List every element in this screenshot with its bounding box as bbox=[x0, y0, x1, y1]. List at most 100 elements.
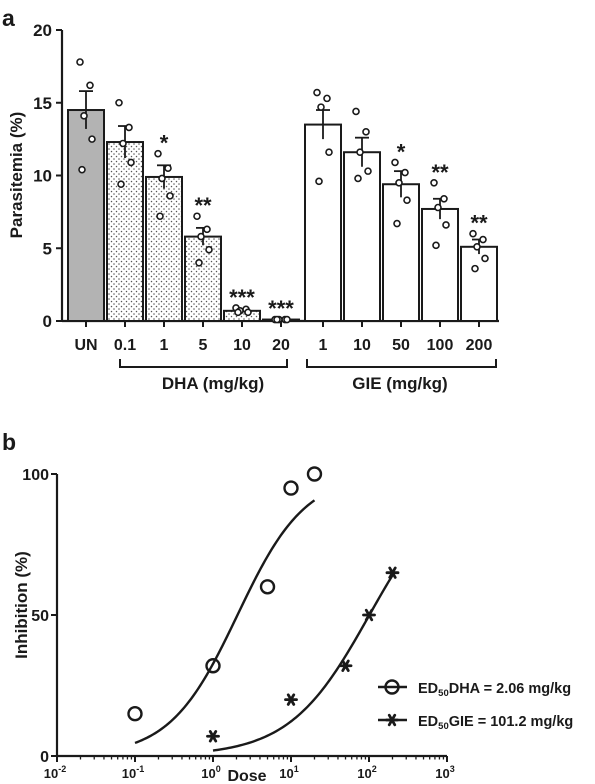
data-point bbox=[313, 88, 321, 97]
x-tick-label: 100 bbox=[201, 764, 220, 781]
gie-data-point bbox=[362, 608, 376, 622]
data-point bbox=[158, 174, 166, 183]
dha-fit-curve bbox=[134, 499, 316, 745]
x-tick-label: 1 bbox=[160, 337, 169, 354]
panel-a-ylabel: Parasitemia (%) bbox=[7, 112, 26, 239]
data-point bbox=[325, 148, 333, 157]
data-point bbox=[78, 165, 86, 174]
data-point bbox=[403, 196, 411, 205]
y-tick-label: 5 bbox=[43, 239, 52, 258]
data-point bbox=[440, 194, 448, 203]
data-point bbox=[156, 212, 164, 221]
dha-data-point bbox=[127, 706, 143, 722]
x-tick-label: 10 bbox=[353, 337, 371, 354]
significance-marker: *** bbox=[268, 296, 294, 321]
data-point bbox=[203, 225, 211, 234]
data-point bbox=[195, 258, 203, 267]
y-tick-label: 20 bbox=[33, 21, 52, 40]
data-point bbox=[434, 203, 442, 212]
data-point bbox=[479, 235, 487, 244]
data-point bbox=[80, 112, 88, 120]
panel-b-plot: 0 50 100 10-2 10-1 100 101 102 103 bbox=[22, 466, 455, 781]
x-tick-label: 10-2 bbox=[44, 764, 66, 781]
data-point bbox=[125, 123, 133, 132]
data-point bbox=[76, 58, 84, 66]
significance-marker: * bbox=[160, 131, 169, 156]
data-point bbox=[244, 308, 252, 317]
data-point bbox=[432, 241, 440, 250]
data-point bbox=[119, 139, 127, 148]
panel-b-ylabel: Inhibition (%) bbox=[12, 551, 31, 659]
x-tick-label: 200 bbox=[466, 337, 493, 354]
x-tick-label: UN bbox=[74, 337, 97, 354]
dha-data-point bbox=[283, 480, 299, 496]
legend-gie-asterisk bbox=[385, 713, 399, 727]
data-point bbox=[127, 158, 135, 167]
significance-marker: * bbox=[397, 139, 406, 164]
x-tick-label: 1 bbox=[319, 337, 328, 354]
significance-marker: ** bbox=[194, 193, 212, 218]
significance-marker: *** bbox=[229, 285, 255, 310]
gie-bracket bbox=[306, 359, 497, 368]
data-point bbox=[356, 148, 364, 157]
data-point bbox=[471, 264, 479, 273]
dha-data-point bbox=[306, 466, 323, 482]
bar bbox=[343, 151, 381, 322]
gie-group-label: GIE (mg/kg) bbox=[352, 374, 447, 393]
data-point bbox=[273, 315, 281, 324]
data-point bbox=[86, 81, 94, 90]
bar bbox=[106, 141, 144, 322]
panel-b-xlabel: Dose bbox=[227, 768, 266, 784]
data-point bbox=[473, 242, 481, 251]
data-point bbox=[481, 254, 489, 263]
bar bbox=[145, 175, 183, 322]
panel-a-letter: a bbox=[2, 5, 15, 31]
legend: ED50DHA = 2.06 mg/kg ED50GIE = 101.2 mg/… bbox=[378, 679, 573, 732]
data-point bbox=[401, 168, 409, 177]
x-tick-label: 0.1 bbox=[114, 337, 136, 354]
data-point bbox=[364, 167, 372, 175]
x-tick-label: 10-1 bbox=[122, 764, 144, 781]
gie-data-point bbox=[385, 566, 400, 579]
data-point bbox=[393, 219, 401, 228]
data-point bbox=[352, 107, 360, 116]
data-point bbox=[205, 245, 213, 254]
y-tick-label: 100 bbox=[22, 467, 49, 484]
bar bbox=[382, 183, 420, 322]
x-tick-label: 100 bbox=[427, 337, 454, 354]
dha-bracket bbox=[119, 359, 288, 368]
x-tick-label: 103 bbox=[435, 764, 454, 781]
bar bbox=[421, 207, 459, 322]
data-point bbox=[469, 229, 477, 238]
dha-group-label: DHA (mg/kg) bbox=[162, 374, 264, 393]
bar bbox=[460, 245, 498, 322]
legend-dha-text: ED50DHA = 2.06 mg/kg bbox=[418, 681, 571, 699]
bar bbox=[67, 109, 105, 323]
gie-data-point bbox=[338, 659, 353, 672]
y-tick-label: 0 bbox=[40, 749, 49, 766]
x-tick-label: 101 bbox=[279, 764, 298, 781]
dha-data-point bbox=[259, 579, 276, 595]
data-point bbox=[234, 308, 242, 317]
x-tick-label: 10 bbox=[233, 337, 251, 354]
x-tick-label: 50 bbox=[392, 337, 410, 354]
significance-marker: ** bbox=[431, 160, 449, 185]
legend-gie-marker bbox=[385, 713, 399, 727]
panel-a-plot: 0 5 10 15 20 UN 0.1 * 1 ** 5 *** 10 *** 20 1 10 * 50 ** 100 *… bbox=[33, 21, 499, 368]
data-point bbox=[442, 221, 450, 229]
data-point bbox=[193, 212, 201, 221]
y-tick-label: 15 bbox=[33, 94, 52, 113]
gie-data-point bbox=[284, 693, 298, 706]
data-point bbox=[430, 178, 438, 187]
bar bbox=[184, 235, 222, 322]
dha-data-point bbox=[205, 658, 221, 674]
data-point bbox=[166, 192, 174, 200]
data-point bbox=[354, 174, 362, 183]
panel-b-letter: b bbox=[2, 429, 16, 455]
data-point bbox=[197, 232, 205, 241]
data-point bbox=[154, 149, 162, 158]
bar bbox=[304, 123, 342, 322]
data-point bbox=[362, 128, 370, 136]
data-point bbox=[395, 178, 403, 187]
